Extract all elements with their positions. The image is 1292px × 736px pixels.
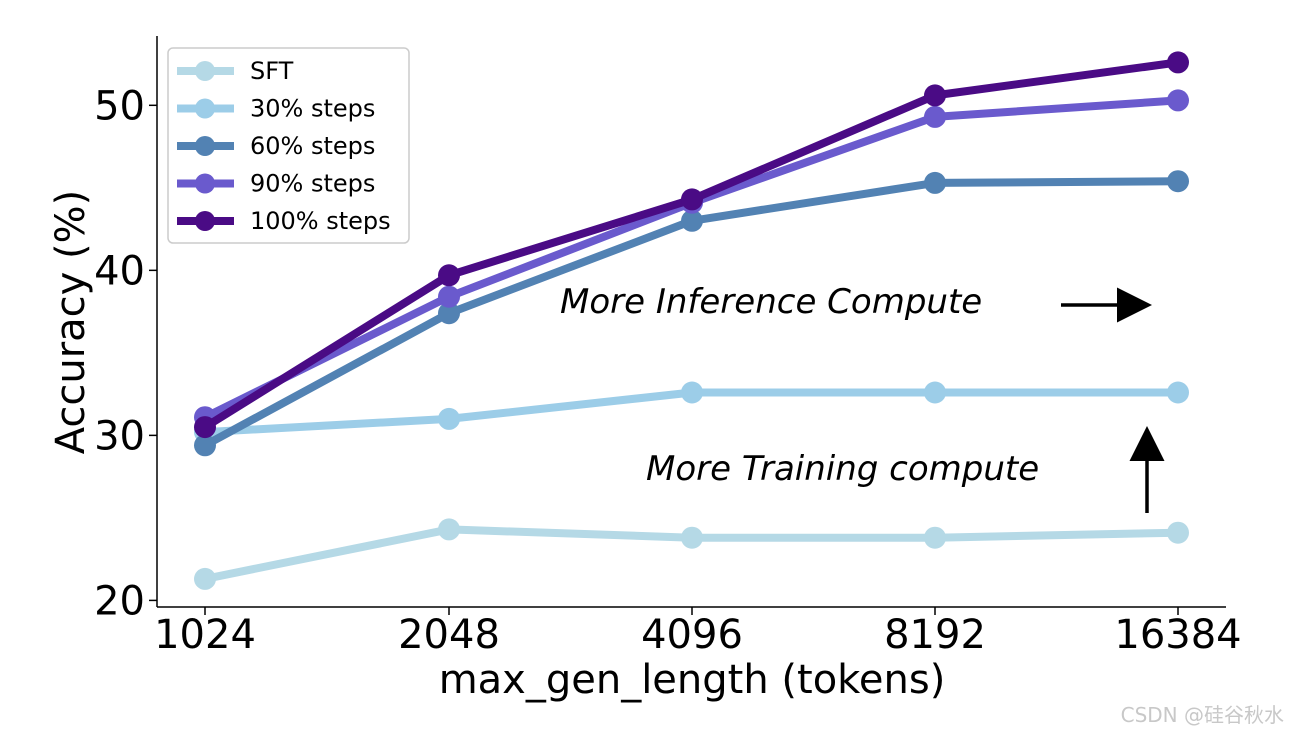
x-tick-label: 4096	[641, 612, 743, 658]
legend-swatch-marker	[195, 61, 215, 81]
legend-frame	[167, 47, 410, 244]
series-60-steps	[194, 170, 1189, 457]
annotation-training-compute: More Training compute	[646, 449, 1039, 489]
legend-item: SFT	[177, 57, 294, 85]
legend-label: 30% steps	[250, 95, 375, 123]
legend-label: 100% steps	[250, 207, 391, 235]
x-tick-label: 2048	[398, 612, 500, 658]
data-point	[681, 526, 703, 549]
legend-label: SFT	[250, 57, 294, 85]
data-point	[438, 518, 460, 541]
x-tick-label: 8192	[884, 612, 986, 658]
data-point	[438, 285, 460, 308]
data-point	[681, 188, 703, 211]
data-point	[924, 381, 946, 404]
legend: SFT 30% steps 60% steps 90% steps 100% steps	[167, 47, 410, 244]
y-tick-label: 40	[94, 248, 145, 294]
series-sft	[194, 518, 1189, 590]
legend-label: 60% steps	[250, 132, 375, 160]
legend-swatch-marker	[195, 98, 215, 119]
data-point	[194, 434, 216, 457]
data-point	[438, 407, 460, 430]
legend-item: 30% steps	[177, 95, 375, 123]
x-ticks: 1024 2048 4096 8192 16384	[154, 607, 1242, 658]
series-lines	[194, 51, 1189, 590]
legend-swatch-marker	[195, 136, 215, 156]
watermark: CSDN @硅谷秋水	[1120, 703, 1284, 727]
y-tick-label: 30	[94, 413, 145, 459]
data-point	[924, 105, 946, 128]
legend-item: 60% steps	[177, 132, 375, 160]
legend-item: 90% steps	[177, 170, 375, 198]
data-point	[924, 526, 946, 549]
x-axis-label: max_gen_length (tokens)	[439, 657, 946, 703]
data-point	[924, 84, 946, 107]
data-point	[924, 171, 946, 194]
legend-label: 90% steps	[250, 170, 375, 198]
data-point	[1167, 51, 1189, 74]
data-point	[194, 416, 216, 439]
data-point	[1167, 381, 1189, 404]
legend-swatch-marker	[195, 173, 215, 194]
data-point	[194, 567, 216, 590]
data-point	[681, 209, 703, 232]
annotation-inference-compute: More Inference Compute	[560, 282, 982, 322]
y-tick-label: 20	[94, 578, 145, 624]
data-point	[1167, 89, 1189, 112]
legend-item: 100% steps	[177, 207, 391, 235]
y-tick-label: 50	[94, 83, 145, 129]
y-ticks: 20 30 40 50	[94, 83, 157, 624]
data-point	[1167, 170, 1189, 193]
x-tick-label: 1024	[154, 612, 256, 658]
data-point	[438, 302, 460, 325]
legend-swatch-marker	[195, 211, 215, 231]
series-30-steps	[194, 381, 1189, 444]
y-axis-label: Accuracy (%)	[48, 190, 94, 455]
x-tick-label: 16384	[1114, 612, 1241, 658]
data-point	[438, 264, 460, 287]
series-100-steps	[194, 51, 1189, 439]
data-point	[681, 381, 703, 404]
data-point	[1167, 521, 1189, 544]
